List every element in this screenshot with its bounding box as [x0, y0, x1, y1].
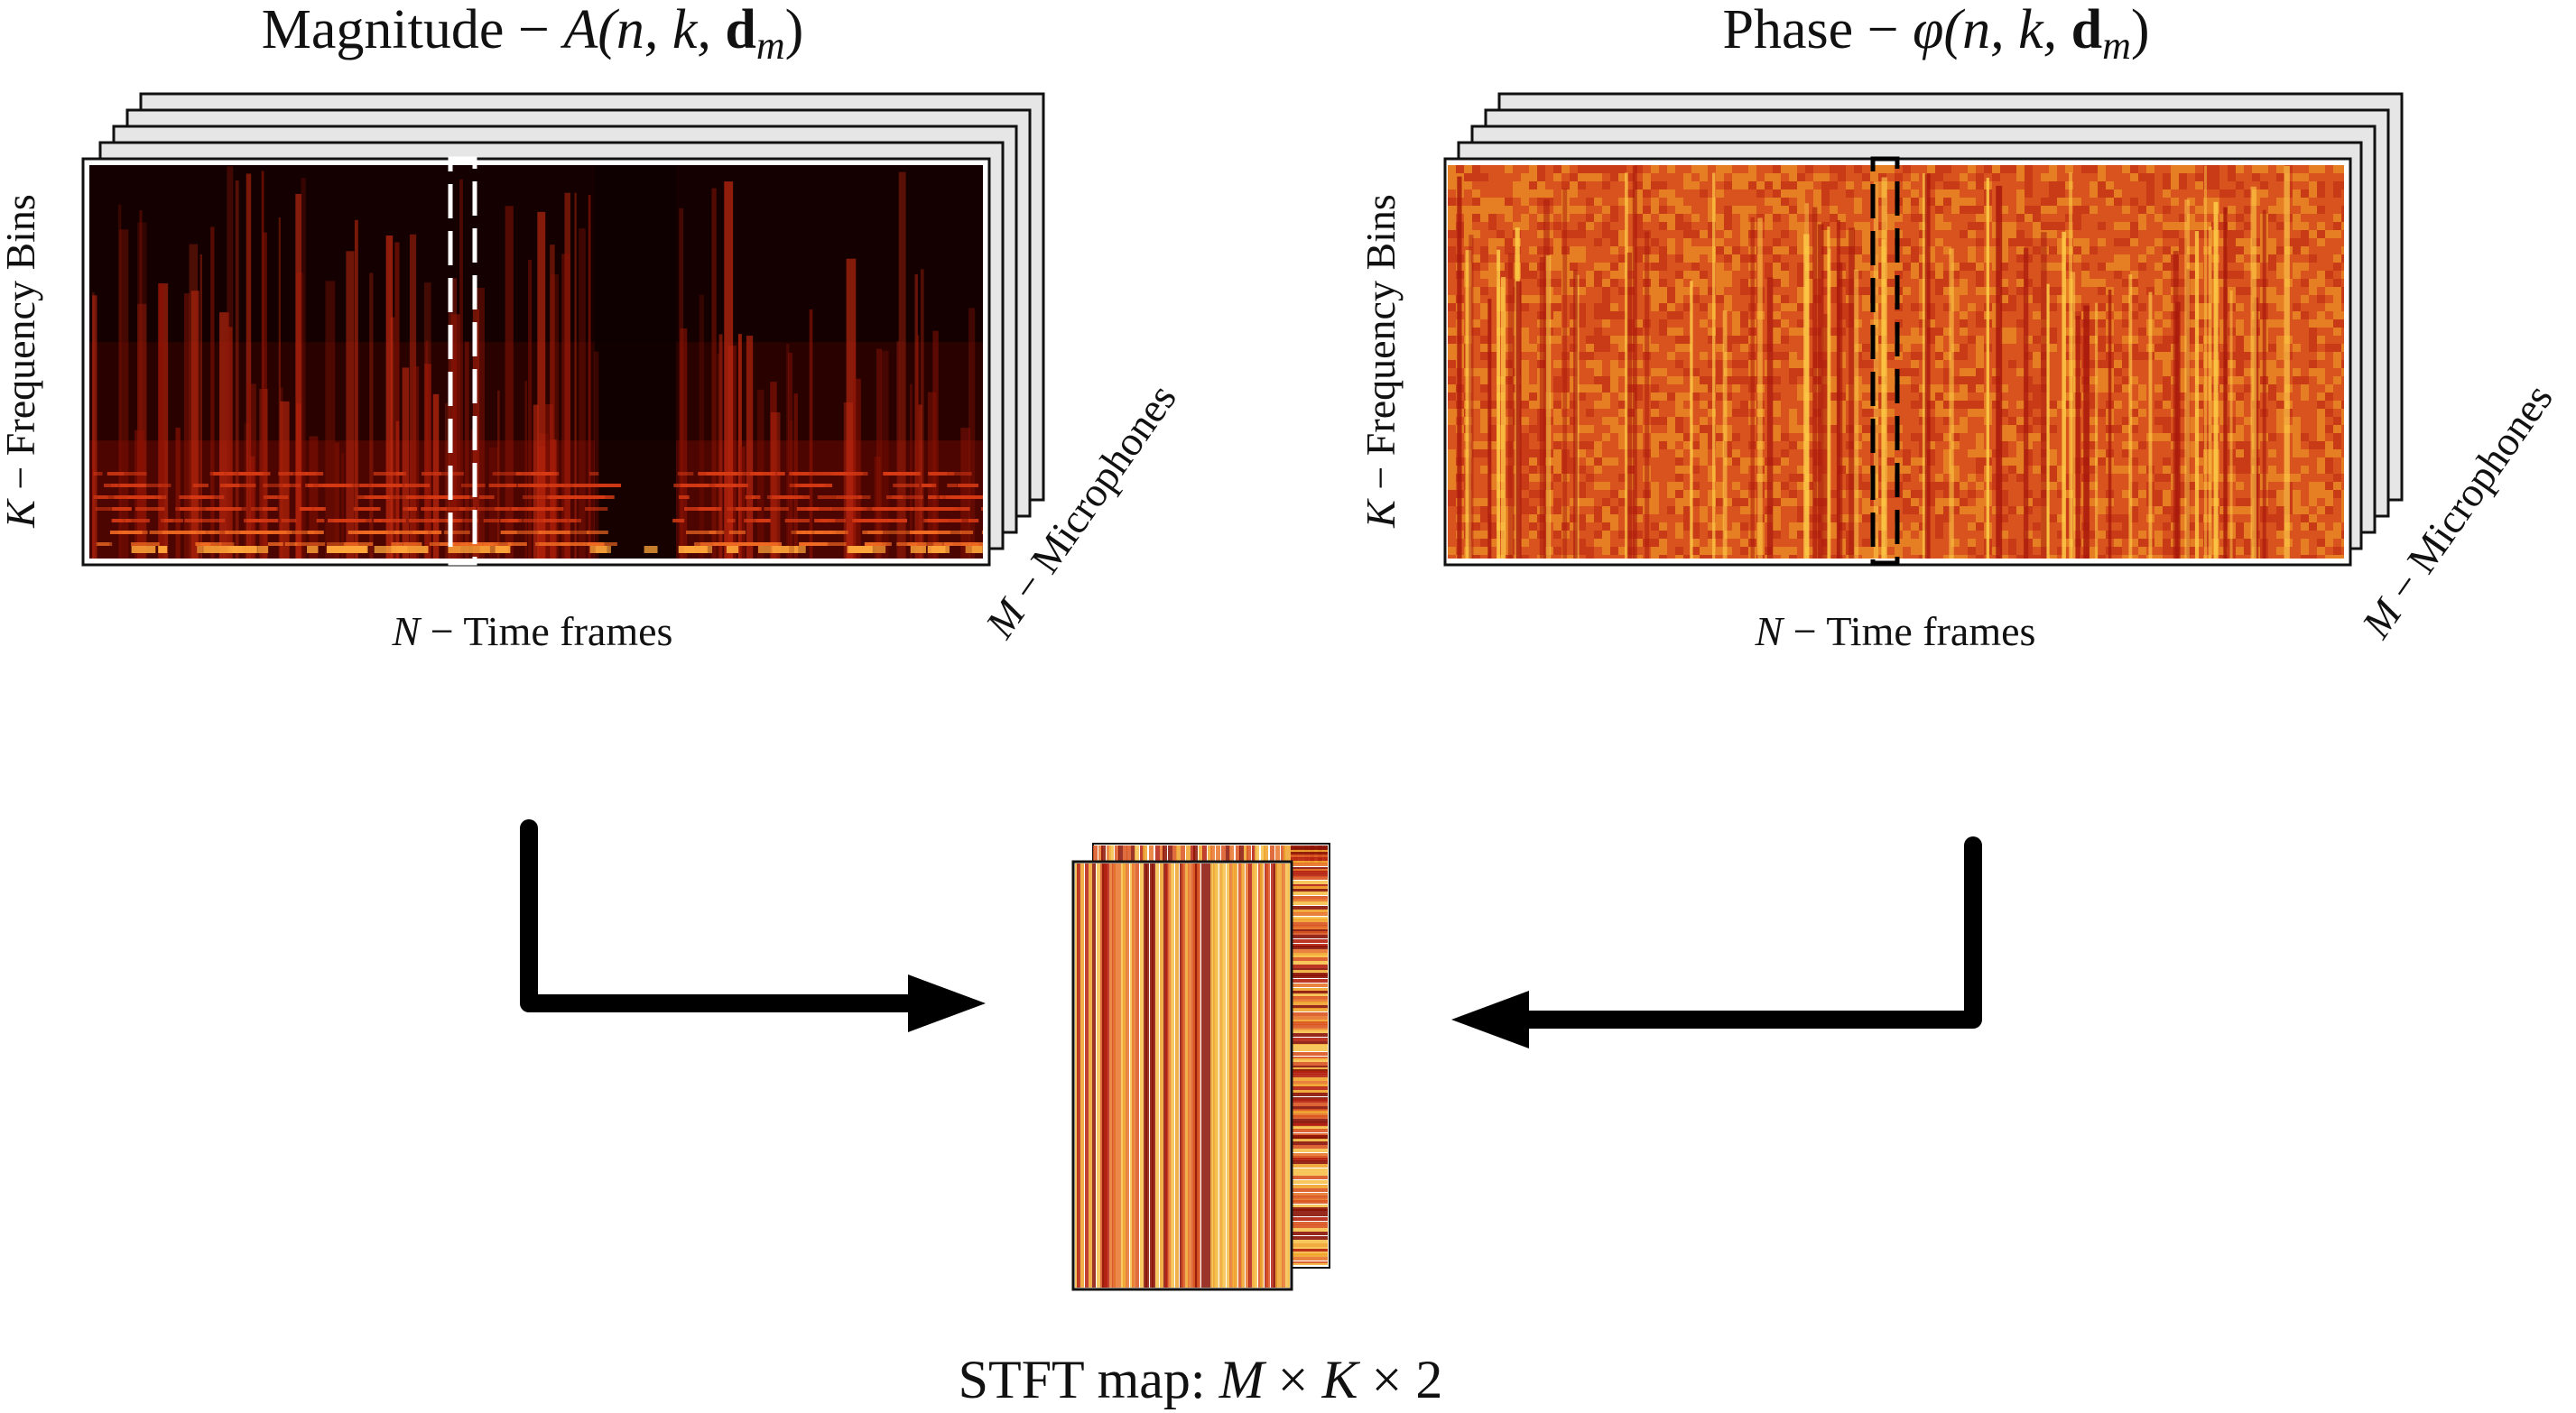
stft-map-caption: STFT map: M × K × 2 — [959, 1350, 1443, 1409]
phase-to-map-arrow — [1451, 836, 1982, 1048]
magnitude-panel: Magnitude − A(n, k, dm) K − Frequency Bi… — [0, 0, 1185, 654]
phase-x-axis-label: N − Time frames — [1755, 608, 2036, 654]
magnitude-spectrogram — [89, 165, 983, 559]
magnitude-x-axis-label: N − Time frames — [392, 608, 673, 654]
stft-map-side-edge — [1291, 845, 1328, 1265]
phase-panel: Phase − φ(n, k, dm) K − Frequency Bins N… — [1357, 0, 2562, 654]
phase-title: Phase − φ(n, k, dm) — [1722, 0, 2149, 68]
phase-y-axis-label: K − Frequency Bins — [1357, 194, 1404, 529]
stft-map — [1071, 843, 1330, 1291]
stft-map-front-sheet — [1075, 864, 1290, 1288]
phase-frame-highlight — [1870, 156, 1900, 566]
magnitude-y-axis-label: K − Frequency Bins — [0, 194, 43, 529]
phase-spectrogram — [1448, 165, 2344, 559]
magnitude-title: Magnitude − A(n, k, dm) — [262, 0, 804, 68]
magnitude-to-map-arrow — [520, 819, 986, 1032]
magnitude-frame-highlight — [448, 156, 477, 566]
